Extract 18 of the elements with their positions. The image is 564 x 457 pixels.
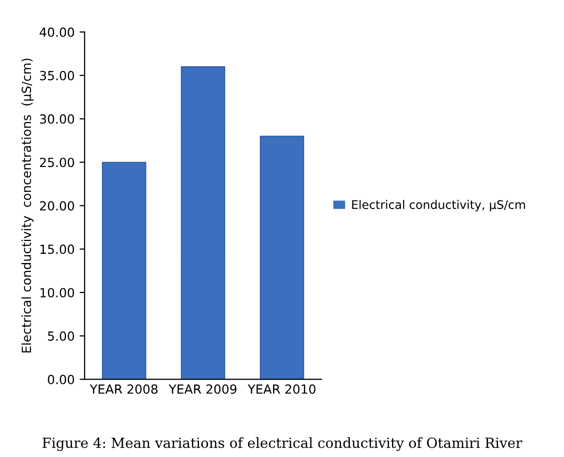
y-tick-label: 25.00	[40, 158, 74, 168]
bar	[260, 136, 304, 380]
x-tick-label: YEAR 2009	[168, 384, 236, 394]
bar	[102, 162, 146, 380]
y-tick-label: 10.00	[40, 288, 74, 298]
y-tick-label: 40.00	[40, 27, 74, 37]
y-tick-label: 35.00	[40, 70, 74, 80]
x-tick-label: YEAR 2008	[90, 384, 158, 394]
y-axis-title: Electrical conductivity concentrations (µS/cm)	[21, 58, 34, 352]
y-tick-label: 15.00	[40, 244, 74, 254]
caption: Figure 4: Mean variations of electrical conductivity of Otamiri River	[42, 437, 522, 451]
y-tick-label: 5.00	[48, 331, 74, 341]
y-tick-label: 20.00	[40, 201, 74, 211]
y-tick-label: 30.00	[40, 114, 74, 124]
bar	[180, 66, 226, 380]
y-tick-label: 0.00	[48, 374, 74, 384]
x-tick-label: YEAR 2010	[248, 384, 316, 394]
legend-label: Electrical conductivity, µS/cm	[352, 200, 525, 212]
